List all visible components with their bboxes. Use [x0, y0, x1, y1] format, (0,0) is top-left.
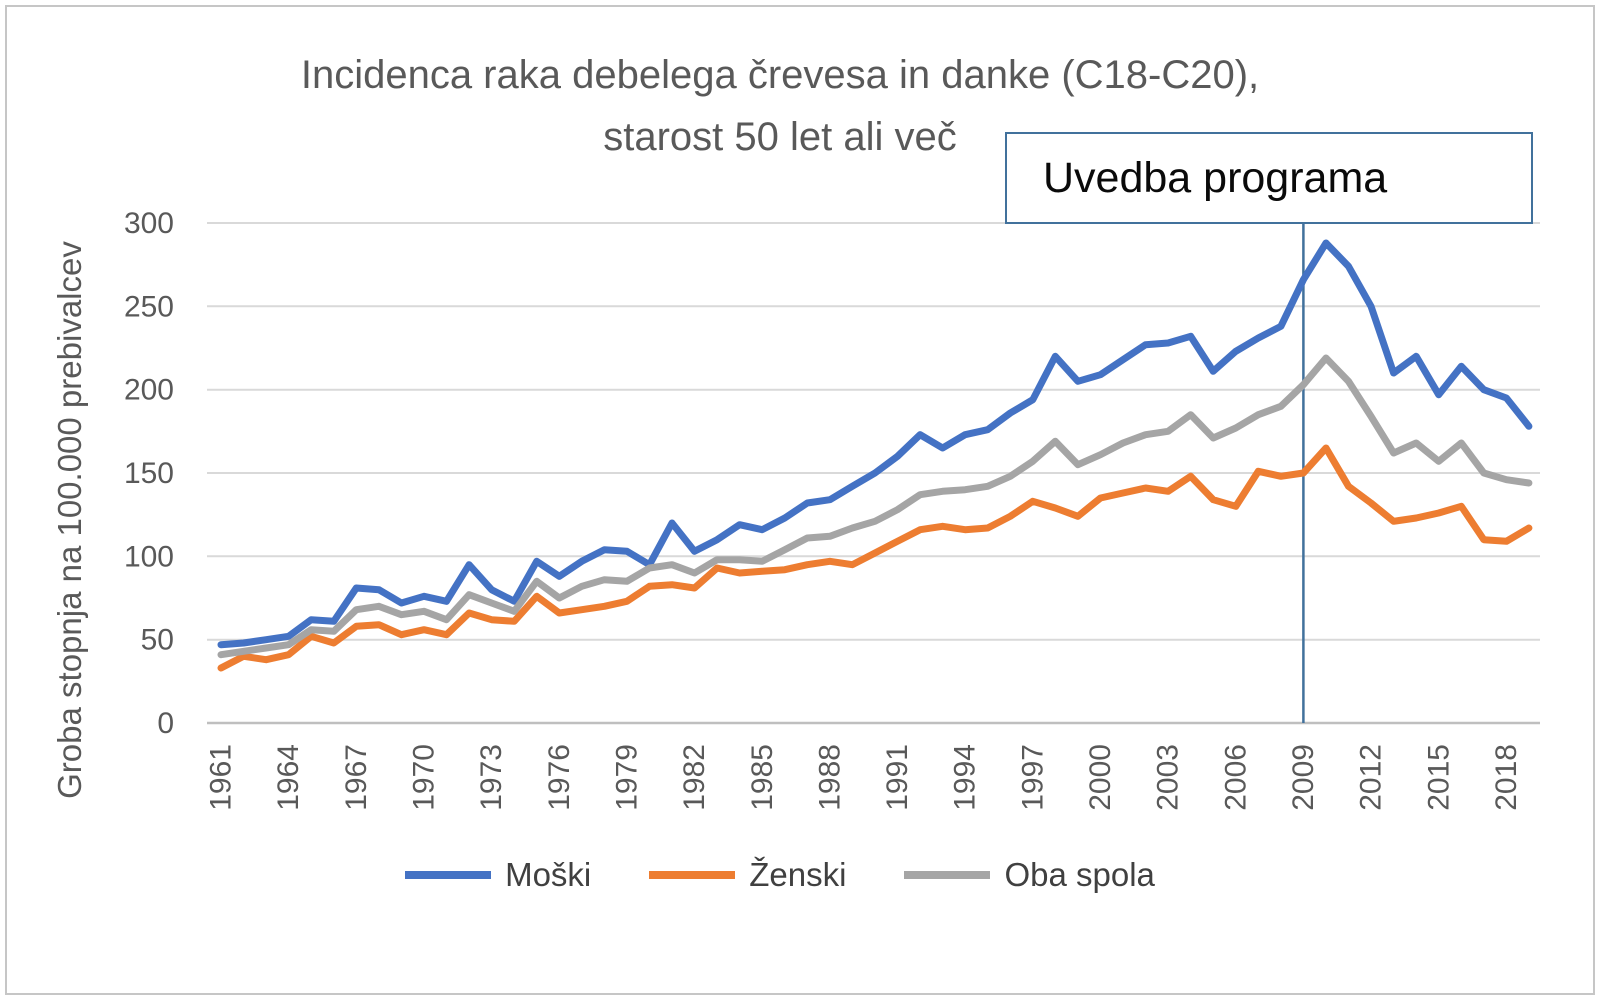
series-line-moski — [217, 239, 1533, 649]
legend-swatch-zenski — [649, 871, 736, 879]
annotation-callout-box: Uvedba programa — [1005, 132, 1533, 224]
x-tick-label: 2000 — [1084, 744, 1117, 811]
x-tick-label: 1973 — [475, 744, 508, 811]
x-tick-label: 2006 — [1219, 744, 1252, 811]
chart-title-line1: Incidenca raka debelega črevesa in danke… — [300, 53, 1260, 97]
x-tick-label: 2018 — [1490, 744, 1523, 811]
legend-label-zenski: Ženski — [749, 856, 847, 893]
legend-label-moski: Moški — [505, 856, 592, 893]
chart-title: Incidenca raka debelega črevesa in danke… — [130, 44, 1430, 168]
x-tick-label: 2015 — [1422, 744, 1455, 811]
x-tick-label: 2003 — [1152, 744, 1185, 811]
y-axis-title: Groba stopnja na 100.000 prebivalcev — [51, 241, 88, 799]
x-tick-label: 1964 — [272, 744, 305, 811]
x-tick-label: 1970 — [408, 744, 441, 811]
y-tick-label: 100 — [124, 540, 174, 573]
legend-item-zenski: Ženski — [649, 856, 846, 894]
x-tick-label: 2009 — [1287, 744, 1320, 811]
annotation-label: Uvedba programa — [1043, 153, 1388, 202]
legend-label-oba-spola: Oba spola — [1004, 856, 1155, 893]
x-tick-label: 1979 — [611, 744, 644, 811]
x-tick-label: 1961 — [205, 744, 238, 811]
y-tick-label: 50 — [141, 624, 174, 657]
x-tick-label: 1997 — [1016, 744, 1049, 811]
x-tick-label: 1976 — [543, 744, 576, 811]
x-tick-label: 1994 — [949, 744, 982, 811]
chart-title-line2: starost 50 let ali več — [603, 115, 957, 159]
chart-legend: Moški Ženski Oba spola — [0, 856, 1560, 894]
x-tick-label: 2012 — [1355, 744, 1388, 811]
y-tick-label: 300 — [124, 207, 174, 240]
y-tick-label: 250 — [124, 290, 174, 323]
x-tick-label: 1985 — [746, 744, 779, 811]
legend-swatch-moski — [405, 871, 492, 879]
x-tick-label: 1988 — [814, 744, 847, 811]
x-tick-label: 1982 — [678, 744, 711, 811]
y-tick-label: 200 — [124, 374, 174, 407]
y-tick-label: 0 — [157, 707, 174, 740]
series-line-oba-spola — [217, 354, 1533, 659]
legend-swatch-oba-spola — [904, 871, 991, 879]
legend-item-oba-spola: Oba spola — [904, 856, 1155, 894]
series-line-zenski — [217, 444, 1533, 672]
y-tick-label: 150 — [124, 457, 174, 490]
x-tick-label: 1991 — [881, 744, 914, 811]
legend-item-moski: Moški — [405, 856, 591, 894]
x-tick-label: 1967 — [340, 744, 373, 811]
